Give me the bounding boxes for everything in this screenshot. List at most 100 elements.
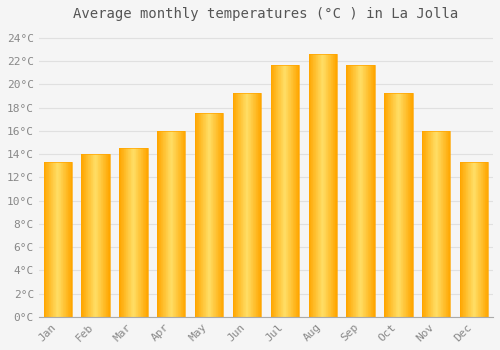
Bar [59,162,60,317]
Bar [476,162,477,317]
Bar [387,92,388,317]
Bar [88,154,89,317]
Bar [400,92,402,317]
Bar [168,131,169,317]
Bar [407,92,408,317]
Bar [442,131,444,317]
Bar [239,92,240,317]
Bar [222,113,224,317]
Bar [327,54,328,317]
Bar [436,131,437,317]
Bar [369,65,370,317]
Bar [475,162,476,317]
Bar [50,162,51,317]
Bar [55,162,56,317]
Bar [197,113,198,317]
Bar [432,131,434,317]
Bar [259,92,260,317]
Bar [199,113,200,317]
Bar [44,162,45,317]
Bar [394,92,395,317]
Bar [82,154,83,317]
Bar [140,148,141,317]
Bar [99,154,100,317]
Bar [364,65,365,317]
Bar [169,131,170,317]
Bar [308,54,309,317]
Bar [312,54,313,317]
Bar [357,65,358,317]
Bar [422,131,423,317]
Bar [273,65,274,317]
Bar [324,54,325,317]
Bar [97,154,98,317]
Bar [385,92,386,317]
Bar [396,92,397,317]
Bar [326,54,327,317]
Bar [54,162,55,317]
Bar [464,162,465,317]
Bar [105,154,106,317]
Bar [62,162,64,317]
Bar [286,65,287,317]
Bar [260,92,261,317]
Bar [185,131,186,317]
Bar [439,131,440,317]
Bar [398,92,399,317]
Bar [100,154,102,317]
Bar [69,162,70,317]
Bar [208,113,209,317]
Bar [470,162,472,317]
Bar [278,65,279,317]
Bar [316,54,317,317]
Bar [180,131,181,317]
Bar [158,131,159,317]
Bar [388,92,389,317]
Bar [167,131,168,317]
Bar [86,154,87,317]
Bar [294,65,295,317]
Bar [399,92,400,317]
Bar [428,131,429,317]
Bar [356,65,357,317]
Bar [184,131,185,317]
Bar [145,148,146,317]
Bar [164,131,165,317]
Bar [172,131,174,317]
Bar [285,65,286,317]
Bar [441,131,442,317]
Bar [236,92,237,317]
Bar [287,65,288,317]
Bar [139,148,140,317]
Bar [209,113,210,317]
Bar [200,113,202,317]
Bar [134,148,135,317]
Bar [217,113,218,317]
Bar [482,162,484,317]
Bar [366,65,367,317]
Bar [44,162,72,317]
Bar [94,154,95,317]
Bar [276,65,277,317]
Bar [49,162,50,317]
Bar [438,131,439,317]
Bar [216,113,217,317]
Bar [108,154,109,317]
Bar [318,54,319,317]
Bar [124,148,125,317]
Bar [274,65,275,317]
Bar [460,162,488,317]
Bar [429,131,430,317]
Bar [330,54,331,317]
Bar [198,113,199,317]
Bar [288,65,289,317]
Bar [128,148,129,317]
Title: Average monthly temperatures (°C ) in La Jolla: Average monthly temperatures (°C ) in La… [74,7,458,21]
Bar [181,131,182,317]
Bar [160,131,162,317]
Bar [250,92,252,317]
Bar [334,54,335,317]
Bar [390,92,392,317]
Bar [348,65,349,317]
Bar [119,148,148,317]
